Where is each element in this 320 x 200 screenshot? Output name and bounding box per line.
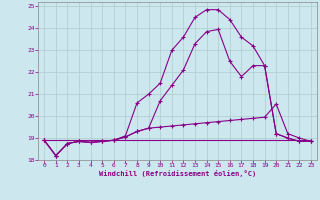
X-axis label: Windchill (Refroidissement éolien,°C): Windchill (Refroidissement éolien,°C) [99, 170, 256, 177]
